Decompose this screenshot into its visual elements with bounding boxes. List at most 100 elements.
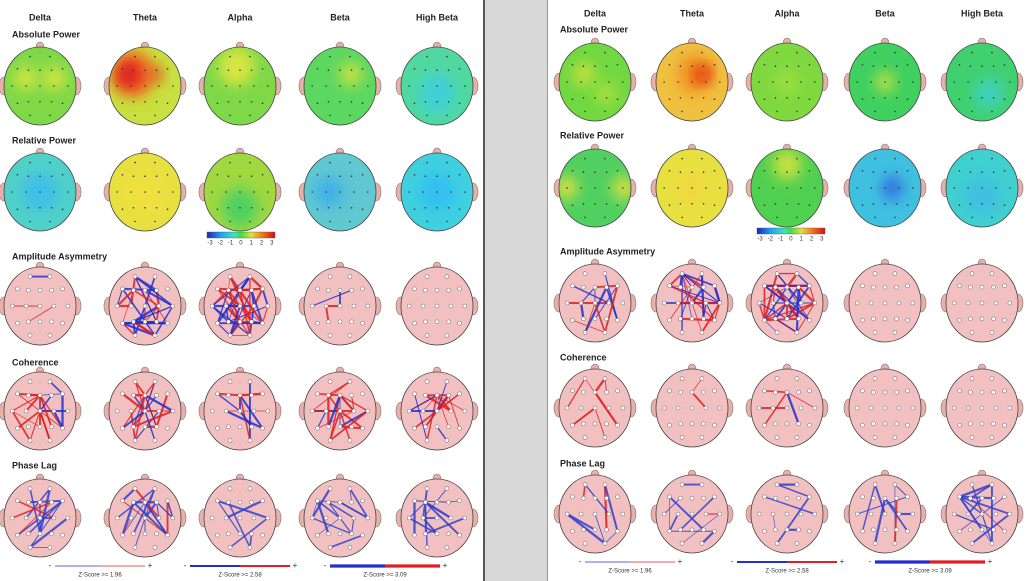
head-outline [945, 474, 1019, 554]
connection [603, 484, 619, 532]
head-outline [558, 474, 632, 554]
electrode [871, 316, 876, 322]
electrode [16, 102, 19, 105]
electrode [953, 81, 955, 83]
electrode [679, 96, 682, 99]
electrode [762, 528, 767, 534]
electrode [774, 171, 777, 174]
electrode [250, 100, 253, 103]
electrode [423, 392, 428, 398]
electrode [979, 511, 985, 517]
electrode [807, 528, 812, 534]
electrode [991, 216, 993, 219]
electrode [251, 408, 257, 414]
electrode [27, 100, 30, 103]
heat-blob [881, 176, 903, 200]
head-map [0, 366, 82, 451]
electrode [701, 421, 706, 427]
electrode [967, 187, 969, 189]
electrode [856, 81, 858, 83]
electrode [420, 515, 426, 521]
electrode [27, 206, 30, 209]
connection [339, 394, 355, 412]
connection [436, 394, 450, 412]
head-outline [108, 371, 182, 451]
electrode [9, 303, 15, 309]
electrode [717, 511, 723, 517]
electrode [327, 486, 333, 491]
head-map [298, 41, 382, 126]
electrode [323, 303, 329, 309]
scale-label: 2 [260, 241, 264, 247]
connection [229, 305, 241, 336]
electrode [422, 85, 424, 87]
electrode [447, 69, 450, 72]
connection [261, 288, 269, 307]
scale-label: -2 [768, 237, 774, 243]
electrode [762, 422, 767, 428]
head-outline [750, 263, 824, 343]
electrode [969, 376, 975, 381]
electrode [327, 438, 333, 443]
electrode [152, 438, 158, 443]
electrode [814, 81, 816, 83]
electrode [895, 65, 898, 68]
electrode [360, 391, 365, 397]
electrode [130, 191, 132, 193]
electrode [620, 405, 626, 411]
electrode [457, 320, 462, 326]
electrode [774, 202, 777, 205]
electrode [705, 81, 707, 83]
electrode [622, 81, 624, 83]
electrode [152, 545, 158, 550]
connection [679, 273, 684, 288]
head-map [198, 41, 282, 126]
electrode [592, 511, 598, 517]
electrode [968, 316, 973, 322]
electrode [582, 96, 585, 99]
electrode [225, 85, 227, 87]
head-outline [303, 371, 377, 451]
electrode [882, 389, 888, 395]
connection [38, 488, 52, 535]
electrode [155, 175, 158, 178]
divider [547, 0, 548, 581]
electrode [408, 191, 410, 193]
electrode [993, 405, 999, 411]
connection [228, 276, 231, 291]
electrode [566, 187, 568, 189]
electrode [808, 169, 811, 172]
connection [959, 495, 1011, 515]
electrode [667, 528, 672, 534]
connection [436, 381, 448, 412]
electrode [423, 424, 428, 430]
connection [349, 488, 353, 503]
electrode [249, 287, 254, 293]
electrode [571, 169, 574, 172]
head-map [298, 366, 382, 451]
electrode [794, 541, 800, 546]
electrode [796, 284, 801, 290]
section-label: Absolute Power [12, 29, 81, 39]
head-outline [945, 263, 1019, 343]
connection [216, 288, 241, 307]
heat-blob [613, 176, 631, 200]
electrode [457, 391, 462, 397]
connection [971, 513, 1011, 545]
electrode [327, 274, 333, 279]
electrode [594, 202, 596, 205]
electrode [762, 283, 767, 289]
electrode [156, 408, 162, 414]
section-label: Phase Lag [12, 460, 57, 470]
electrode [339, 175, 341, 178]
electrode [211, 191, 213, 193]
electrode [326, 531, 331, 537]
electrode [49, 424, 54, 430]
electrode [325, 85, 327, 87]
electrode [1009, 81, 1011, 83]
electrode [622, 187, 624, 189]
electrode [142, 287, 148, 293]
electrode [606, 405, 612, 411]
electrode [253, 191, 255, 193]
electrode [51, 408, 57, 414]
